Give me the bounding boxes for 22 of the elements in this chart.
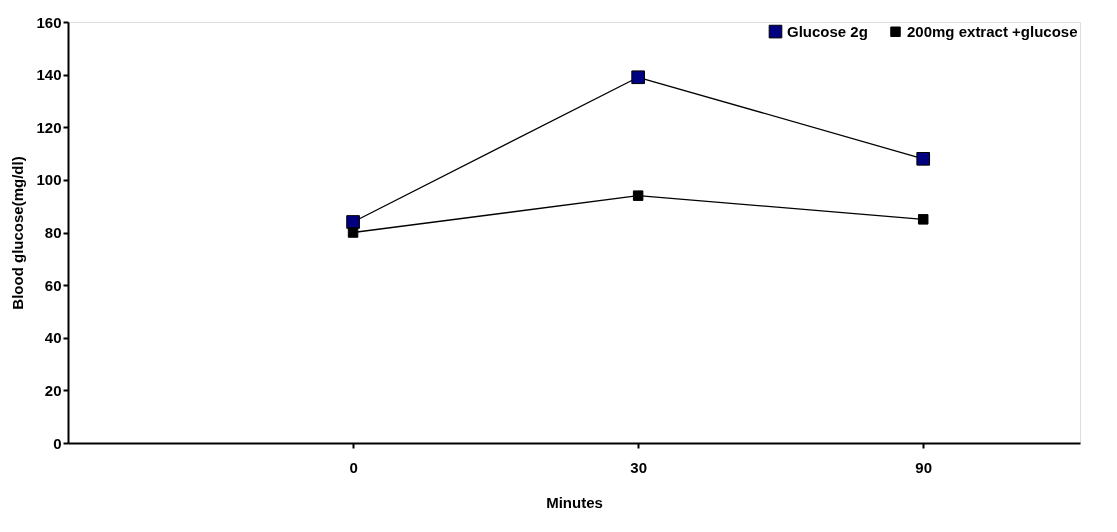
y-tick-label: 60 bbox=[44, 276, 62, 294]
point bbox=[631, 70, 645, 85]
legend-label: Glucose 2g bbox=[787, 22, 868, 40]
x-tick-label: 90 bbox=[915, 458, 933, 476]
y-tick-label: 80 bbox=[44, 224, 62, 241]
y-tick-label: 120 bbox=[36, 118, 62, 136]
point bbox=[347, 227, 359, 238]
point bbox=[916, 152, 931, 166]
y-tick-label: 0 bbox=[53, 434, 62, 452]
x-tick-label: 30 bbox=[630, 458, 647, 476]
point bbox=[632, 190, 644, 201]
y-tick-label: 100 bbox=[36, 171, 62, 189]
x-axis-title: Minutes bbox=[546, 493, 603, 511]
x-tick-label: 0 bbox=[349, 458, 358, 476]
y-axis-title: Blood glucose(mg/dl) bbox=[9, 156, 27, 310]
y-tick-label: 40 bbox=[44, 329, 62, 347]
legend-label: 200mg extract +glucose bbox=[907, 22, 1078, 40]
point bbox=[346, 215, 360, 229]
point bbox=[917, 214, 929, 225]
y-tick-label: 160 bbox=[36, 13, 62, 31]
y-tick-label: 20 bbox=[44, 381, 62, 399]
y-tick-label: 140 bbox=[36, 66, 62, 84]
